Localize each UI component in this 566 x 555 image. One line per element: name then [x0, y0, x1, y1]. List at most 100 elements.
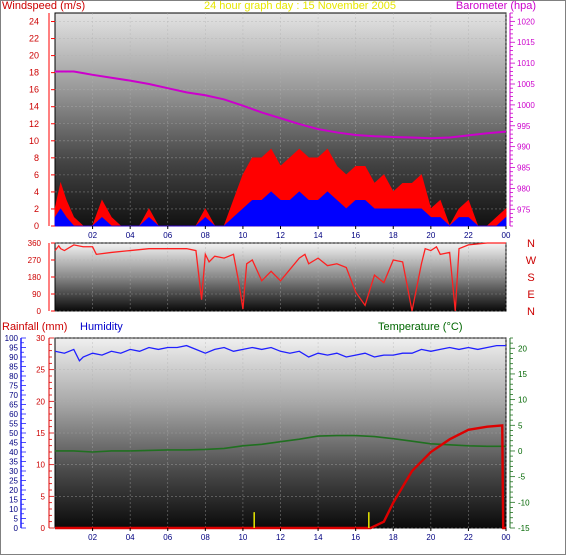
humidity-tick-label: 40 — [9, 448, 18, 457]
panel-wind-baro-x-tick-label: 04 — [126, 231, 135, 240]
panel-rain-hum-temp-x-tick-label: 02 — [88, 533, 97, 542]
rainfall-tick-label: 5 — [41, 492, 46, 501]
rainfall-tick-label: 20 — [36, 397, 45, 406]
barometer-tick-label: 980 — [517, 184, 531, 193]
barometer-axis-label: Barometer (hpa) — [456, 0, 536, 12]
humidity-tick-label: 5 — [14, 515, 19, 524]
windspeed-tick-label: 2 — [34, 204, 39, 214]
humidity-tick-label: 100 — [5, 334, 19, 343]
humidity-tick-label: 45 — [9, 439, 18, 448]
humidity-tick-label: 95 — [9, 344, 18, 353]
humidity-line — [54, 344, 506, 362]
compass-label: N — [527, 238, 535, 250]
panel-rain-hum-temp-x-tick-label: 06 — [163, 533, 172, 542]
rainfall-tick-label: 15 — [36, 429, 45, 438]
temperature-line — [55, 434, 506, 453]
temperature-tick-label: -10 — [518, 498, 530, 507]
windspeed-tick-label: 20 — [29, 51, 39, 61]
humidity-tick-label: 20 — [9, 486, 18, 495]
panel-rain-hum-temp-x-tick-label: 04 — [126, 533, 135, 542]
windspeed-tick-label: 16 — [29, 85, 39, 95]
temperature-axis: -15 -10 -5 0 5 10 15 20 — [509, 337, 530, 533]
barometer-tick-label: 1005 — [517, 80, 535, 89]
panel-wind-baro-x-tick-label: 20 — [426, 231, 435, 240]
barometer-tick-label: 975 — [517, 205, 531, 214]
panel-wind-baro-x-tick-label: 10 — [238, 231, 247, 240]
chart-title: 24 hour graph day : 15 November 2005 — [204, 0, 396, 12]
rainfall-tick-label: 30 — [36, 334, 45, 343]
humidity-tick-label: 65 — [9, 401, 18, 410]
panel-rain-hum-temp-x-tick-label: 00 — [502, 533, 511, 542]
barometer-tick-label: 1020 — [517, 17, 535, 26]
windspeed-axis-label: Windspeed (m/s) — [2, 0, 85, 12]
panel-rain-hum-temp-x-tick-label: 08 — [201, 533, 210, 542]
panel-rain-hum-temp-x-tick-label: 16 — [351, 533, 360, 542]
humidity-tick-label: 15 — [9, 496, 18, 505]
humidity-tick-label: 70 — [9, 391, 18, 400]
panel-wind-direction-series — [54, 242, 506, 312]
panel-wind-baro-x-tick-label: 22 — [464, 231, 473, 240]
wind-average-area — [54, 191, 507, 227]
panel-rain-hum-temp-x-tick-label: 18 — [389, 533, 398, 542]
temperature-tick-label: 0 — [518, 447, 523, 456]
rainfall-tick-label: 25 — [36, 366, 45, 375]
wind-gust-area — [54, 148, 507, 227]
panel-wind-baro-x-tick-label: 16 — [351, 231, 360, 240]
panel-rain-hum-temp-x-tick-label: 12 — [276, 533, 285, 542]
compass-label: S — [527, 272, 534, 284]
barometer-tick-label: 1015 — [517, 38, 535, 47]
panel-wind-direction-grid — [55, 242, 507, 312]
wind-direction-degree-axis: 0 90 180 270 360 — [28, 239, 55, 316]
barometer-tick-label: 985 — [517, 164, 531, 173]
panel-wind-baro-series — [54, 70, 507, 227]
humidity-tick-label: 60 — [9, 410, 18, 419]
rainfall-axis-label: Rainfall (mm) — [2, 321, 67, 333]
temperature-tick-label: -5 — [518, 473, 526, 482]
temperature-tick-label: 20 — [518, 344, 527, 353]
temperature-tick-label: 5 — [518, 421, 523, 430]
humidity-tick-label: 25 — [9, 477, 18, 486]
windspeed-tick-label: 18 — [29, 68, 39, 78]
barometer-line — [55, 70, 507, 140]
humidity-tick-label: 35 — [9, 458, 18, 467]
rainfall-tick-label: 0 — [41, 524, 46, 533]
panel-wind-baro-x-tick-label: 00 — [502, 231, 511, 240]
humidity-tick-label: 30 — [9, 467, 18, 476]
temperature-tick-label: 15 — [518, 370, 527, 379]
wind-direction-line — [54, 242, 506, 312]
wind-direction-tick-label: 360 — [28, 239, 42, 248]
barometer-tick-label: 995 — [517, 122, 531, 131]
panel-wind-baro-x-tick-label: 02 — [88, 231, 97, 240]
humidity-tick-label: 80 — [9, 372, 18, 381]
panel-wind-baro-x-axis: 02 04 06 08 10 12 14 16 18 20 22 00 — [88, 226, 511, 240]
temperature-tick-label: 10 — [518, 396, 527, 405]
panel-rain-hum-temp-x-tick-label: 14 — [314, 533, 323, 542]
windspeed-tick-label: 6 — [34, 170, 39, 180]
barometer-axis: 975 980 985 990 995 1000 1005 1010 1015 1020 — [509, 12, 535, 227]
panel-rain-hum-temp-series — [54, 344, 506, 530]
wind-direction-tick-label: 90 — [32, 290, 41, 299]
humidity-axis: 0510152025303540455055606570758085909510… — [5, 334, 26, 533]
wind-direction-tick-label: 270 — [28, 256, 42, 265]
rainfall-line — [55, 424, 506, 530]
panel-wind-baro-x-tick-label: 08 — [201, 231, 210, 240]
panel-wind-baro-x-tick-label: 12 — [276, 231, 285, 240]
windspeed-tick-label: 24 — [29, 17, 39, 27]
windspeed-tick-label: 22 — [29, 34, 39, 44]
barometer-tick-label: 990 — [517, 143, 531, 152]
humidity-tick-label: 10 — [9, 505, 18, 514]
rainfall-axis: 0 5 10 15 20 25 30 — [36, 334, 54, 533]
barometer-tick-label: 1000 — [517, 101, 535, 110]
panel-rain-hum-temp-x-tick-label: 10 — [238, 533, 247, 542]
windspeed-tick-label: 4 — [34, 187, 39, 197]
temperature-axis-label: Temperature (°C) — [378, 321, 462, 333]
panel-wind-baro-x-tick-label: 06 — [163, 231, 172, 240]
rainfall-tick-label: 10 — [36, 461, 45, 470]
windspeed-tick-label: 14 — [29, 102, 39, 112]
barometer-tick-label: 1010 — [517, 59, 535, 68]
humidity-tick-label: 0 — [14, 524, 19, 533]
panel-wind-baro-x-tick-label: 14 — [314, 231, 323, 240]
